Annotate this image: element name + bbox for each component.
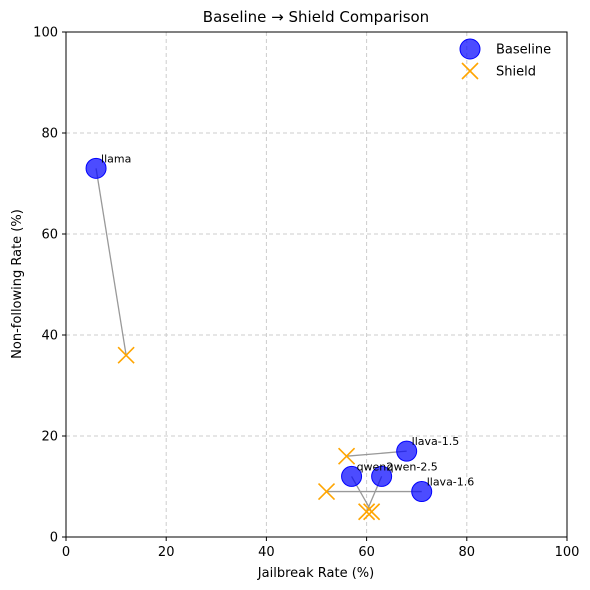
y-tick-label: 40 xyxy=(41,329,58,344)
y-tick-label: 20 xyxy=(41,430,58,445)
baseline-point-llama xyxy=(85,157,107,179)
point-label-llama: llama xyxy=(101,152,131,165)
legend-shield-label: Shield xyxy=(496,65,536,80)
shield-point-llava-1.5 xyxy=(337,447,356,465)
chart-title: Baseline → Shield Comparison xyxy=(203,8,429,26)
y-axis-label: Non-following Rate (%) xyxy=(10,209,25,359)
x-tick-label: 40 xyxy=(258,545,275,560)
x-tick-label: 20 xyxy=(158,545,175,560)
y-axis-ticks: 0 20 40 60 80 100 xyxy=(33,26,66,546)
shield-point-llava-1.6 xyxy=(317,482,336,501)
baseline-point-qwen2 xyxy=(341,465,363,487)
legend-baseline-marker xyxy=(459,38,481,60)
shield-point-llama xyxy=(117,346,135,364)
legend: Baseline Shield xyxy=(459,38,551,80)
point-label-llava-1.6: llava-1.6 xyxy=(427,476,475,489)
y-tick-label: 100 xyxy=(33,26,58,41)
point-label-llava-1.5: llava-1.5 xyxy=(412,435,460,448)
y-tick-label: 60 xyxy=(41,228,58,243)
point-label-qwen2: qwen2 xyxy=(357,460,394,473)
legend-baseline-label: Baseline xyxy=(496,43,551,58)
plot-frame xyxy=(65,31,568,538)
x-axis-ticks: 0 20 40 60 80 100 xyxy=(62,537,580,560)
x-axis-label: Jailbreak Rate (%) xyxy=(257,566,374,581)
x-tick-label: 0 xyxy=(62,545,70,560)
y-tick-label: 0 xyxy=(50,531,58,546)
baseline-point-llava-1.5 xyxy=(396,440,418,462)
grid xyxy=(65,31,568,538)
x-tick-label: 100 xyxy=(555,545,580,560)
shield-point-qwen2 xyxy=(363,503,381,521)
x-tick-label: 80 xyxy=(459,545,476,560)
connector-llama xyxy=(95,168,127,356)
data-marks xyxy=(85,157,433,521)
y-tick-label: 80 xyxy=(41,127,58,142)
baseline-point-qwen-2.5 xyxy=(371,465,393,487)
point-label-qwen-2.5: qwen-2.5 xyxy=(387,460,438,473)
shield-point-qwen-2.5 xyxy=(358,503,376,521)
legend-shield-marker xyxy=(461,62,479,80)
x-tick-label: 60 xyxy=(358,545,375,560)
baseline-point-llava-1.6 xyxy=(411,481,433,503)
